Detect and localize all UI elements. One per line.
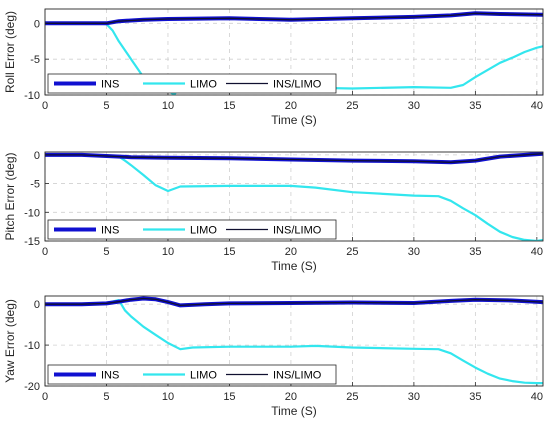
x-tick-label: 40 [531,100,543,112]
x-tick-label: 25 [346,391,358,403]
chart-2: 0 5 10 15 20 25 30 35 40 0 -10 -20 Time (S) Yaw Error… [3,295,544,418]
y-tick-label: -10 [24,90,40,102]
legend-box [47,364,337,385]
x-tick-label: 35 [469,246,481,258]
y-tick-label: -15 [24,236,40,248]
y-tick-label: -20 [24,381,40,393]
legend-box [47,219,337,240]
legend-label-ins-limo: INS/LIMO [273,370,322,382]
series-line-limo [45,299,543,385]
legend: INS LIMO INS/LIMO [47,364,337,385]
y-axis-label: Roll Error (deg) [3,11,17,93]
x-tick-label: 0 [42,391,48,403]
legend: INS LIMO INS/LIMO [47,219,337,240]
y-tick-label: -5 [30,179,40,191]
x-tick-label: 10 [162,246,174,258]
legend-label-limo: LIMO [190,79,217,91]
y-tick-label: 0 [34,18,40,30]
plot-frame [44,295,544,387]
x-tick-label: 0 [42,246,48,258]
x-tick-label: 5 [103,391,109,403]
x-tick-label: 30 [408,100,420,112]
chart-1: 0 5 10 15 20 25 30 35 40 0 -5 -10 -15 Time (S) Pitch E… [3,150,544,273]
x-tick-label: 35 [469,391,481,403]
plot-frame [44,151,544,242]
x-tick-label: 5 [103,100,109,112]
y-tick-label: -10 [24,207,40,219]
legend-label-ins: INS [101,370,119,382]
x-tick-label: 10 [162,100,174,112]
x-tick-label: 30 [408,246,420,258]
x-tick-label: 15 [223,100,235,112]
y-tick-label: 0 [34,299,40,311]
plot-frame [44,8,544,96]
x-tick-label: 20 [285,100,297,112]
series-group [45,296,543,385]
legend-label-ins: INS [101,225,119,237]
legend-label-ins-limo: INS/LIMO [273,79,322,91]
x-tick-label: 20 [285,246,297,258]
y-tick-label: -5 [30,54,40,66]
y-axis-label: Pitch Error (deg) [3,152,17,240]
x-tick-label: 20 [285,391,297,403]
legend-label-ins-limo: INS/LIMO [273,225,322,237]
series-line-ins-limo [45,297,543,307]
x-tick-label: 40 [531,246,543,258]
x-axis-label: Time (S) [271,113,317,127]
x-tick-label: 10 [162,391,174,403]
x-tick-label: 5 [103,246,109,258]
y-axis-label: Yaw Error (deg) [3,299,17,383]
x-tick-label: 25 [346,100,358,112]
x-tick-label: 0 [42,100,48,112]
legend-label-limo: LIMO [190,225,217,237]
legend: INS LIMO INS/LIMO [47,73,337,94]
y-tick-label: 0 [34,150,40,162]
x-tick-label: 15 [223,391,235,403]
y-tick-label: -10 [24,340,40,352]
x-tick-label: 40 [531,391,543,403]
x-tick-label: 30 [408,391,420,403]
series-group [45,152,543,241]
x-axis-label: Time (S) [271,404,317,418]
chart-0: 0 5 10 15 20 25 30 35 40 0 -5 -10 Time (S) Roll Error… [3,8,544,127]
series-line-ins-limo [45,12,543,24]
x-tick-label: 25 [346,246,358,258]
x-axis-label: Time (S) [271,259,317,273]
legend-label-limo: LIMO [190,370,217,382]
x-tick-label: 15 [223,246,235,258]
series-line-ins-limo [45,153,543,163]
legend-label-ins: INS [101,79,119,91]
series-line-limo [45,153,543,241]
legend-box [47,73,337,94]
x-tick-label: 35 [469,100,481,112]
